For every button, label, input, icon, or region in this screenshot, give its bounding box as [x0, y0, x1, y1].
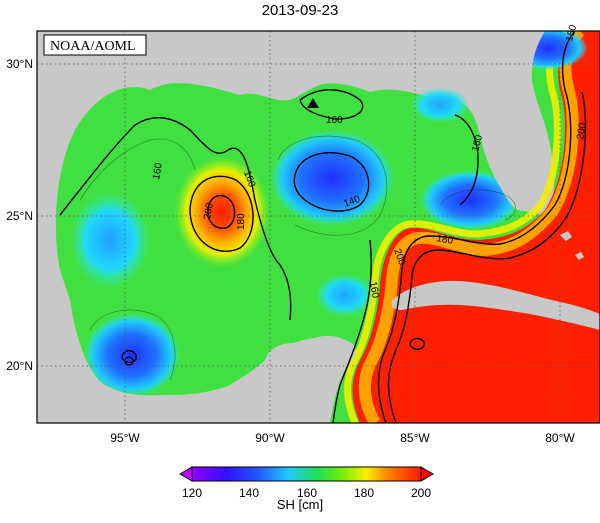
bahamas: [560, 231, 584, 260]
contour-200-small: [409, 337, 425, 350]
contour-180-eddy: [189, 175, 254, 252]
caribbean-warm-water: [352, 31, 600, 423]
colorbar-high-arrow: [420, 466, 434, 482]
cold-eddy-southwest: [84, 313, 180, 397]
colorbar-tick: 120: [182, 486, 202, 500]
contour-180-loop: [377, 31, 576, 423]
contour-label: 200: [575, 122, 589, 141]
contour-160-florida: [454, 114, 479, 206]
y-tick-label: 30°N: [6, 57, 33, 71]
colorbar-tick: 140: [239, 486, 259, 500]
colorbar-tick: 200: [411, 486, 431, 500]
contour-160-north: [299, 89, 364, 120]
contour-minor-1: [79, 138, 196, 201]
cold-eddy-west: [70, 192, 150, 288]
contour-200-eddy: [207, 194, 236, 229]
contour-160-sw: [121, 350, 137, 364]
map-frame: [36, 30, 600, 424]
credit-text: NOAA/AOML: [50, 39, 136, 54]
cyan-patch-east: [420, 170, 520, 230]
loop-current-band: [358, 31, 585, 423]
map-title: 2013-09-23: [261, 2, 339, 19]
warm-eddy: [174, 156, 270, 268]
colorbar-low-arrow: [179, 466, 193, 482]
florida-peninsula: [455, 31, 546, 212]
contour-label: 180: [236, 213, 247, 230]
x-tick-label: 95°W: [110, 431, 140, 445]
colorbar-tick: 180: [354, 486, 374, 500]
contour-label: 180: [435, 233, 454, 247]
colorbar-label: SH [cm]: [276, 497, 324, 512]
mexico-coast: [37, 300, 238, 423]
cuba-island: [391, 280, 600, 330]
triangle-marker: [307, 98, 319, 108]
contour-minor-3: [277, 135, 388, 236]
colorbar: 120 140 160 180 200: [179, 466, 434, 500]
contour-200-caribbean: [387, 91, 587, 423]
contour-160-east: [332, 239, 372, 423]
contour-label: 160: [367, 281, 381, 300]
x-tick-label: 90°W: [255, 431, 285, 445]
credit-box: [43, 34, 147, 56]
colorbar-tick: 160: [297, 486, 317, 500]
contour-160-west: [59, 117, 292, 321]
contour-label: 160: [470, 133, 485, 152]
cyan-patch-south: [315, 273, 375, 317]
loop-current-edge: [344, 31, 569, 423]
cold-eddy-central: [270, 130, 394, 226]
contour-140-central: [293, 152, 370, 212]
colorbar-gradient: [191, 466, 422, 482]
cyan-patch-north: [410, 87, 470, 123]
y-tick-label: 20°N: [6, 359, 33, 373]
x-tick-label: 80°W: [545, 431, 575, 445]
x-tick-label: 85°W: [400, 431, 430, 445]
contour-minor-2: [89, 309, 176, 381]
contour-minor-4: [439, 189, 516, 221]
contour-label: 200: [202, 202, 216, 221]
yucatan-peninsula: [230, 337, 356, 423]
y-tick-label: 25°N: [6, 209, 33, 223]
contour-label: 180: [564, 23, 579, 42]
contour-label: 160: [151, 162, 165, 181]
contour-label: 160: [326, 115, 343, 126]
